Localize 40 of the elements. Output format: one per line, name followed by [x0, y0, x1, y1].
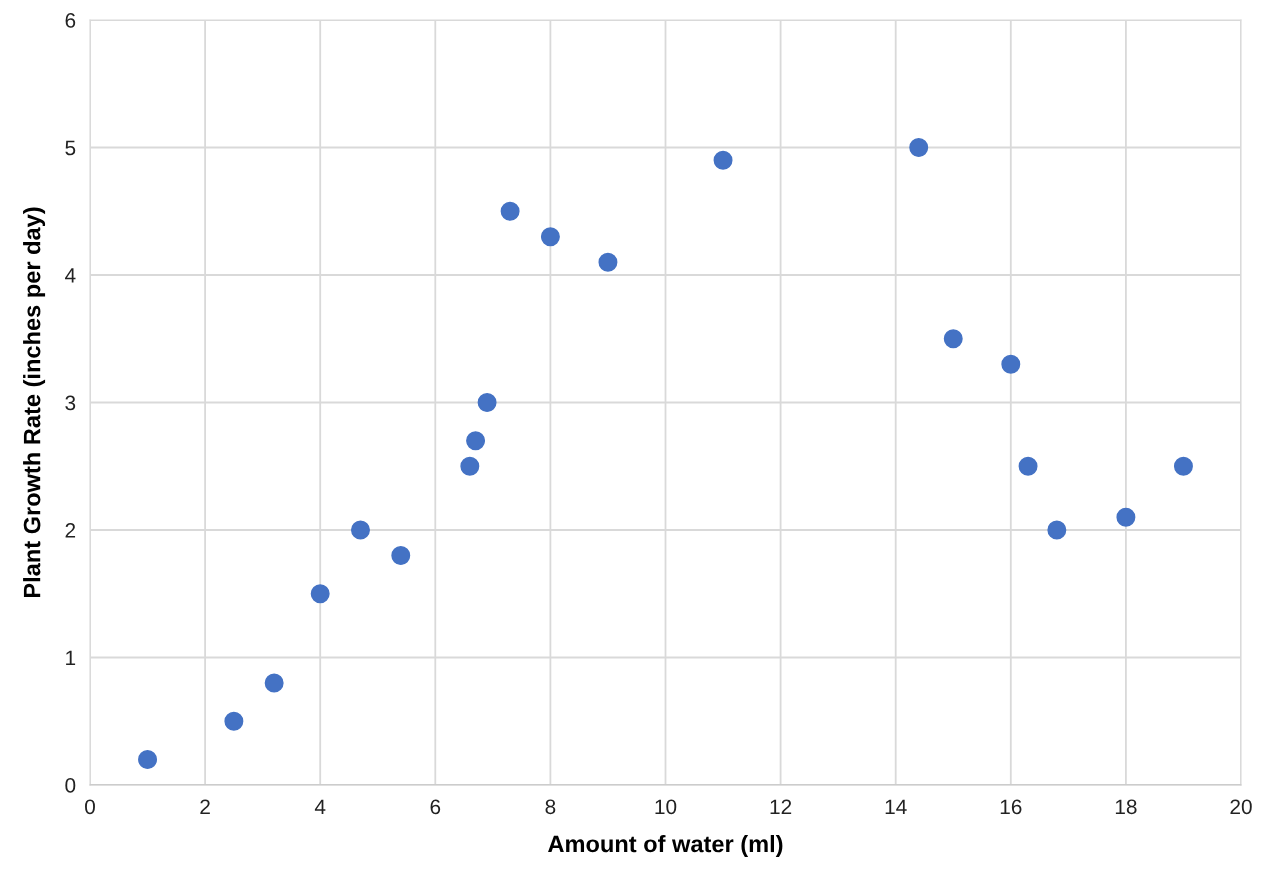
point: [540, 227, 560, 247]
point: [598, 252, 618, 272]
x-tick-label: 16: [1000, 799, 1022, 815]
y-tick-label: 2: [65, 523, 76, 538]
x-tick-label: 20: [1230, 799, 1252, 815]
point: [310, 584, 330, 604]
x-tick-label: 0: [85, 799, 95, 815]
point: [477, 393, 497, 412]
point: [460, 456, 480, 476]
point: [264, 673, 284, 693]
x-tick-label: 8: [545, 799, 556, 815]
x-tick-label: 12: [770, 799, 792, 814]
x-tick-label: 18: [1115, 799, 1137, 815]
y-axis-title: Plant Growth Rate (inches per day): [23, 207, 46, 598]
point: [1001, 354, 1021, 374]
x-axis-title: Amount of water (ml): [548, 834, 783, 857]
point: [1047, 520, 1067, 540]
point: [943, 329, 963, 349]
point: [138, 750, 158, 769]
point: [713, 150, 733, 170]
x-tick-label: 10: [655, 799, 677, 815]
x-tick-label: 6: [430, 799, 441, 815]
y-tick-label: 0: [65, 778, 76, 793]
point: [1116, 507, 1136, 527]
point: [1018, 456, 1038, 476]
point: [1173, 456, 1193, 476]
x-tick-label: 2: [200, 799, 210, 814]
point: [466, 431, 486, 451]
y-tick-label: 1: [66, 650, 76, 666]
x-tick-label: 4: [314, 799, 326, 814]
point: [909, 138, 929, 157]
point: [224, 711, 244, 731]
x-tick-label: 14: [885, 799, 907, 814]
point: [391, 546, 411, 565]
y-tick-label: 6: [65, 13, 76, 28]
y-tick-label: 5: [65, 140, 76, 156]
y-tick-label: 3: [65, 395, 76, 411]
y-tick-label: 4: [65, 268, 76, 283]
point: [500, 201, 520, 221]
point: [351, 520, 370, 540]
